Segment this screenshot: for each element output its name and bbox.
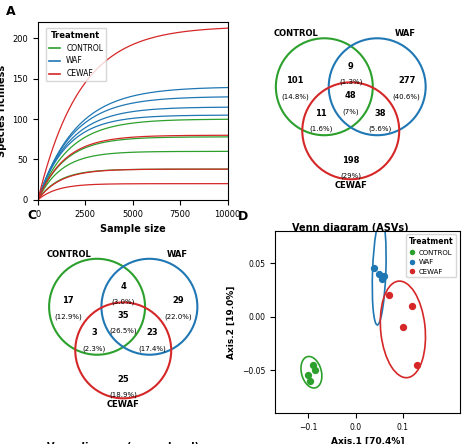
Point: [399, 324, 407, 331]
Text: (26.5%): (26.5%): [109, 328, 137, 334]
Point: [311, 367, 319, 374]
Text: (7%): (7%): [342, 108, 359, 115]
Text: (12.9%): (12.9%): [54, 313, 82, 320]
Text: B: B: [254, 0, 264, 1]
Text: A: A: [6, 5, 15, 18]
Text: 35: 35: [118, 311, 129, 320]
Text: (3.0%): (3.0%): [111, 299, 135, 305]
Text: C: C: [27, 209, 36, 222]
Text: 3: 3: [91, 328, 97, 337]
Text: 29: 29: [173, 296, 184, 305]
Legend: CONTROL, WAF, CEWAF: CONTROL, WAF, CEWAF: [46, 28, 106, 81]
Y-axis label: Axis.2 [19.0%]: Axis.2 [19.0%]: [227, 285, 236, 359]
Text: (14.8%): (14.8%): [281, 93, 309, 100]
X-axis label: Sample size: Sample size: [100, 224, 165, 234]
Text: 23: 23: [146, 328, 158, 337]
Point: [304, 372, 312, 379]
Text: 198: 198: [342, 155, 359, 165]
Text: CONTROL: CONTROL: [47, 250, 92, 259]
Legend: CONTROL, WAF, CEWAF: CONTROL, WAF, CEWAF: [406, 234, 456, 278]
Text: (5.6%): (5.6%): [368, 126, 392, 132]
Text: (1.6%): (1.6%): [310, 126, 333, 132]
Point: [307, 377, 314, 385]
Point: [380, 272, 388, 279]
Text: CEWAF: CEWAF: [107, 400, 140, 408]
Text: WAF: WAF: [394, 29, 416, 38]
Point: [375, 270, 383, 277]
Point: [385, 292, 392, 299]
Point: [309, 361, 317, 368]
Text: 101: 101: [286, 76, 304, 85]
Text: CEWAF: CEWAF: [334, 181, 367, 190]
Point: [378, 276, 385, 283]
Text: (40.6%): (40.6%): [392, 93, 420, 100]
Point: [413, 361, 421, 368]
Text: 277: 277: [398, 76, 415, 85]
Text: (2.3%): (2.3%): [82, 345, 106, 352]
Text: (17.4%): (17.4%): [138, 345, 166, 352]
Point: [371, 265, 378, 272]
Text: 17: 17: [62, 296, 74, 305]
Text: (29%): (29%): [340, 173, 361, 179]
Text: (18.9%): (18.9%): [109, 392, 137, 398]
Text: D: D: [238, 210, 248, 223]
Y-axis label: Species richness: Species richness: [0, 65, 7, 157]
Point: [409, 302, 416, 309]
Text: 11: 11: [316, 109, 327, 118]
Text: 48: 48: [345, 91, 356, 100]
Text: CONTROL: CONTROL: [274, 29, 319, 38]
Text: Venn diagram (genus level): Venn diagram (genus level): [47, 442, 199, 444]
Text: 38: 38: [374, 109, 386, 118]
Text: 25: 25: [118, 375, 129, 384]
X-axis label: Axis.1 [70.4%]: Axis.1 [70.4%]: [330, 437, 404, 444]
Text: WAF: WAF: [166, 250, 188, 259]
Text: Venn diagram (ASVs): Venn diagram (ASVs): [292, 223, 409, 234]
Text: 9: 9: [348, 62, 354, 71]
Text: (22.0%): (22.0%): [164, 313, 192, 320]
Text: (1.3%): (1.3%): [339, 79, 363, 85]
Text: 4: 4: [120, 282, 126, 291]
